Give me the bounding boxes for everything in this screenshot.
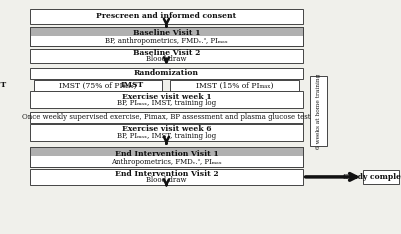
Bar: [30, 124, 303, 141]
Bar: [363, 170, 399, 184]
Bar: [30, 169, 303, 184]
Text: Blood draw: Blood draw: [146, 55, 186, 63]
Bar: [30, 27, 303, 46]
Text: Baseline Visit 1: Baseline Visit 1: [133, 29, 200, 37]
Text: Study completion: Study completion: [343, 173, 401, 181]
Bar: [310, 76, 327, 146]
Text: IMST: IMST: [0, 81, 7, 89]
Text: BP, anthropometrics, FMDᵥ.ᵌ, PIₘₐₓ: BP, anthropometrics, FMDᵥ.ᵌ, PIₘₐₓ: [105, 37, 228, 45]
Bar: [30, 27, 303, 46]
Text: IMST (15% of PIₘₐₓ): IMST (15% of PIₘₐₓ): [196, 81, 273, 89]
Bar: [30, 27, 303, 36]
Text: BP, PIₘₐₓ, IMST, training log: BP, PIₘₐₓ, IMST, training log: [117, 132, 216, 140]
Text: Anthropometrics, FMDᵥ.ᵌ, PIₘₐₓ: Anthropometrics, FMDᵥ.ᵌ, PIₘₐₓ: [111, 158, 222, 166]
Text: 6 weeks at home training: 6 weeks at home training: [316, 73, 321, 149]
Text: Blood draw: Blood draw: [146, 176, 186, 184]
Bar: [30, 68, 303, 79]
Text: Prescreen and informed consent: Prescreen and informed consent: [96, 12, 237, 20]
Bar: [30, 112, 303, 123]
Bar: [34, 80, 162, 91]
Bar: [30, 147, 303, 156]
Text: Randomization: Randomization: [134, 69, 199, 77]
Bar: [30, 147, 303, 167]
Bar: [30, 49, 303, 63]
Text: IMST (75% of PIₘₐₓ): IMST (75% of PIₘₐₓ): [59, 81, 137, 89]
Bar: [30, 147, 303, 167]
Text: Exercise visit week 6: Exercise visit week 6: [122, 125, 211, 133]
Bar: [30, 9, 303, 24]
Text: BP, PIₘₐₓ, IMST, training log: BP, PIₘₐₓ, IMST, training log: [117, 99, 216, 107]
Text: Once weekly supervised exercise, Pimax, BP assessment and plasma glucose test: Once weekly supervised exercise, Pimax, …: [22, 113, 311, 121]
Text: IMST: IMST: [120, 81, 144, 89]
Bar: [170, 80, 299, 91]
Text: End Intervention Visit 1: End Intervention Visit 1: [115, 150, 218, 158]
Text: Exercise visit week 1: Exercise visit week 1: [122, 93, 211, 101]
Bar: [30, 91, 303, 108]
Text: Baseline Visit 2: Baseline Visit 2: [133, 49, 200, 57]
Text: IMST (75% of PIₘₐₓ): IMST (75% of PIₘₐₓ): [59, 81, 137, 89]
Text: IMST (15% of PIₘₐₓ): IMST (15% of PIₘₐₓ): [196, 81, 273, 89]
Text: End Intervention Visit 2: End Intervention Visit 2: [115, 170, 218, 178]
